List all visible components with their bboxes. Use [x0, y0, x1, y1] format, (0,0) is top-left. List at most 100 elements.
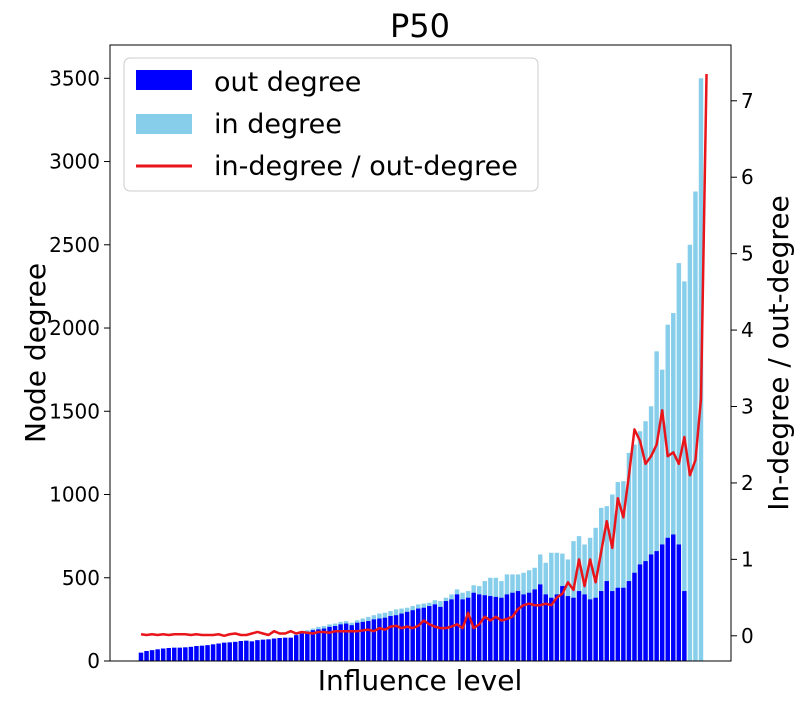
plot-frame — [109, 44, 732, 662]
bar-out-degree — [410, 610, 415, 661]
axes-layer — [109, 44, 732, 662]
bar-out-degree — [332, 626, 338, 661]
bar-out-degree — [571, 597, 576, 661]
y2-tick-label: 6 — [741, 165, 754, 189]
chart-title: P50 — [390, 7, 450, 45]
bar-out-degree — [355, 622, 360, 661]
bar-out-degree — [637, 564, 643, 661]
bar-out-degree — [626, 581, 632, 661]
bar-out-degree — [216, 643, 221, 661]
bar-out-degree — [676, 544, 682, 661]
bar-in-degree — [648, 406, 654, 661]
bar-out-degree — [277, 638, 282, 661]
bar-out-degree — [188, 646, 194, 661]
bar-out-degree — [665, 537, 670, 661]
bar-in-degree — [687, 244, 693, 661]
legend-swatch-in-degree — [136, 114, 192, 134]
bar-out-degree — [454, 594, 460, 661]
bar-out-degree — [183, 647, 188, 661]
bar-out-degree — [377, 618, 382, 661]
bar-out-degree — [587, 599, 593, 661]
bar-out-degree — [621, 587, 626, 661]
legend-label-out-degree: out degree — [214, 67, 361, 98]
bar-out-degree — [343, 623, 349, 661]
bar-out-degree — [138, 652, 144, 661]
bar-out-degree — [299, 633, 305, 661]
ratio-line — [140, 74, 708, 638]
bar-out-degree — [460, 599, 465, 661]
bar-in-degree — [659, 369, 665, 661]
bar-out-degree — [288, 637, 293, 661]
bar-out-degree — [404, 611, 410, 661]
bar-out-degree — [526, 592, 532, 661]
bar-out-degree — [549, 597, 554, 661]
bar-out-degree — [327, 626, 332, 661]
bar-out-degree — [432, 604, 438, 661]
bar-out-degree — [233, 641, 238, 661]
legend-label-in-degree: in degree — [214, 109, 342, 140]
bar-out-degree — [510, 592, 515, 661]
bar-out-degree — [648, 554, 654, 661]
bar-out-degree — [493, 596, 499, 661]
line-layer — [140, 74, 708, 638]
bar-in-degree — [643, 421, 648, 661]
y-tick-label: 3000 — [49, 150, 100, 174]
y2-tick-label: 7 — [741, 89, 754, 113]
bar-in-degree — [593, 527, 598, 661]
y-tick-label: 2500 — [49, 233, 100, 257]
bar-out-degree — [199, 645, 205, 661]
bar-out-degree — [360, 621, 365, 661]
y-tick-label: 500 — [62, 566, 100, 590]
bar-out-degree — [554, 594, 560, 661]
bar-out-degree — [194, 646, 199, 661]
bar-in-degree — [665, 324, 670, 661]
bar-out-degree — [632, 572, 637, 661]
bar-out-degree — [465, 597, 471, 661]
bar-out-degree — [249, 641, 255, 661]
bar-out-degree — [338, 624, 343, 661]
bar-out-degree — [521, 594, 526, 661]
bar-out-degree — [177, 647, 183, 661]
bar-out-degree — [399, 613, 404, 661]
bar-out-degree — [393, 615, 399, 661]
bar-out-degree — [421, 607, 426, 661]
bar-out-degree — [366, 621, 371, 661]
x-axis-label: Influence level — [318, 664, 522, 697]
bar-out-degree — [593, 597, 598, 661]
bar-out-degree — [598, 591, 604, 661]
bar-out-degree — [654, 551, 659, 661]
y-tick-label: 1000 — [49, 483, 100, 507]
bar-in-degree — [632, 444, 637, 661]
bar-out-degree — [227, 642, 232, 661]
bar-out-degree — [671, 534, 676, 661]
bar-in-degree — [637, 431, 643, 661]
bar-out-degree — [166, 648, 171, 661]
bar-out-degree — [427, 606, 432, 661]
legend-label-ratio: in-degree / out-degree — [214, 151, 518, 182]
bar-out-degree — [321, 628, 327, 661]
y2-tick-label: 0 — [741, 624, 754, 648]
y2-tick-label: 4 — [741, 318, 754, 342]
bar-out-degree — [532, 589, 537, 661]
bar-out-degree — [210, 644, 216, 661]
y-tick-label: 1500 — [49, 399, 100, 423]
legend: out degree in degree in-degree / out-deg… — [123, 57, 539, 192]
legend-swatch-out-degree — [136, 70, 192, 90]
bar-out-degree — [682, 591, 687, 661]
bar-in-degree — [654, 351, 659, 661]
bar-out-degree — [537, 584, 543, 661]
bar-in-degree — [610, 494, 615, 661]
bar-out-degree — [205, 645, 210, 661]
bar-out-degree — [488, 596, 493, 661]
bar-in-degree — [621, 481, 626, 661]
y-tick-label: 3500 — [49, 66, 100, 90]
y2-tick-label: 2 — [741, 471, 754, 495]
bar-out-degree — [610, 591, 615, 661]
bar-out-degree — [155, 649, 160, 661]
ticks-layer: 0 500 1000 1500 2000 2500 3000 3500 0 1 2 3 4 5 6 7 — [49, 66, 754, 673]
bar-out-degree — [244, 640, 249, 661]
bar-out-degree — [438, 606, 443, 661]
y2-tick-label: 3 — [741, 394, 754, 418]
y-tick-label: 2000 — [49, 316, 100, 340]
bar-out-degree — [282, 637, 288, 661]
